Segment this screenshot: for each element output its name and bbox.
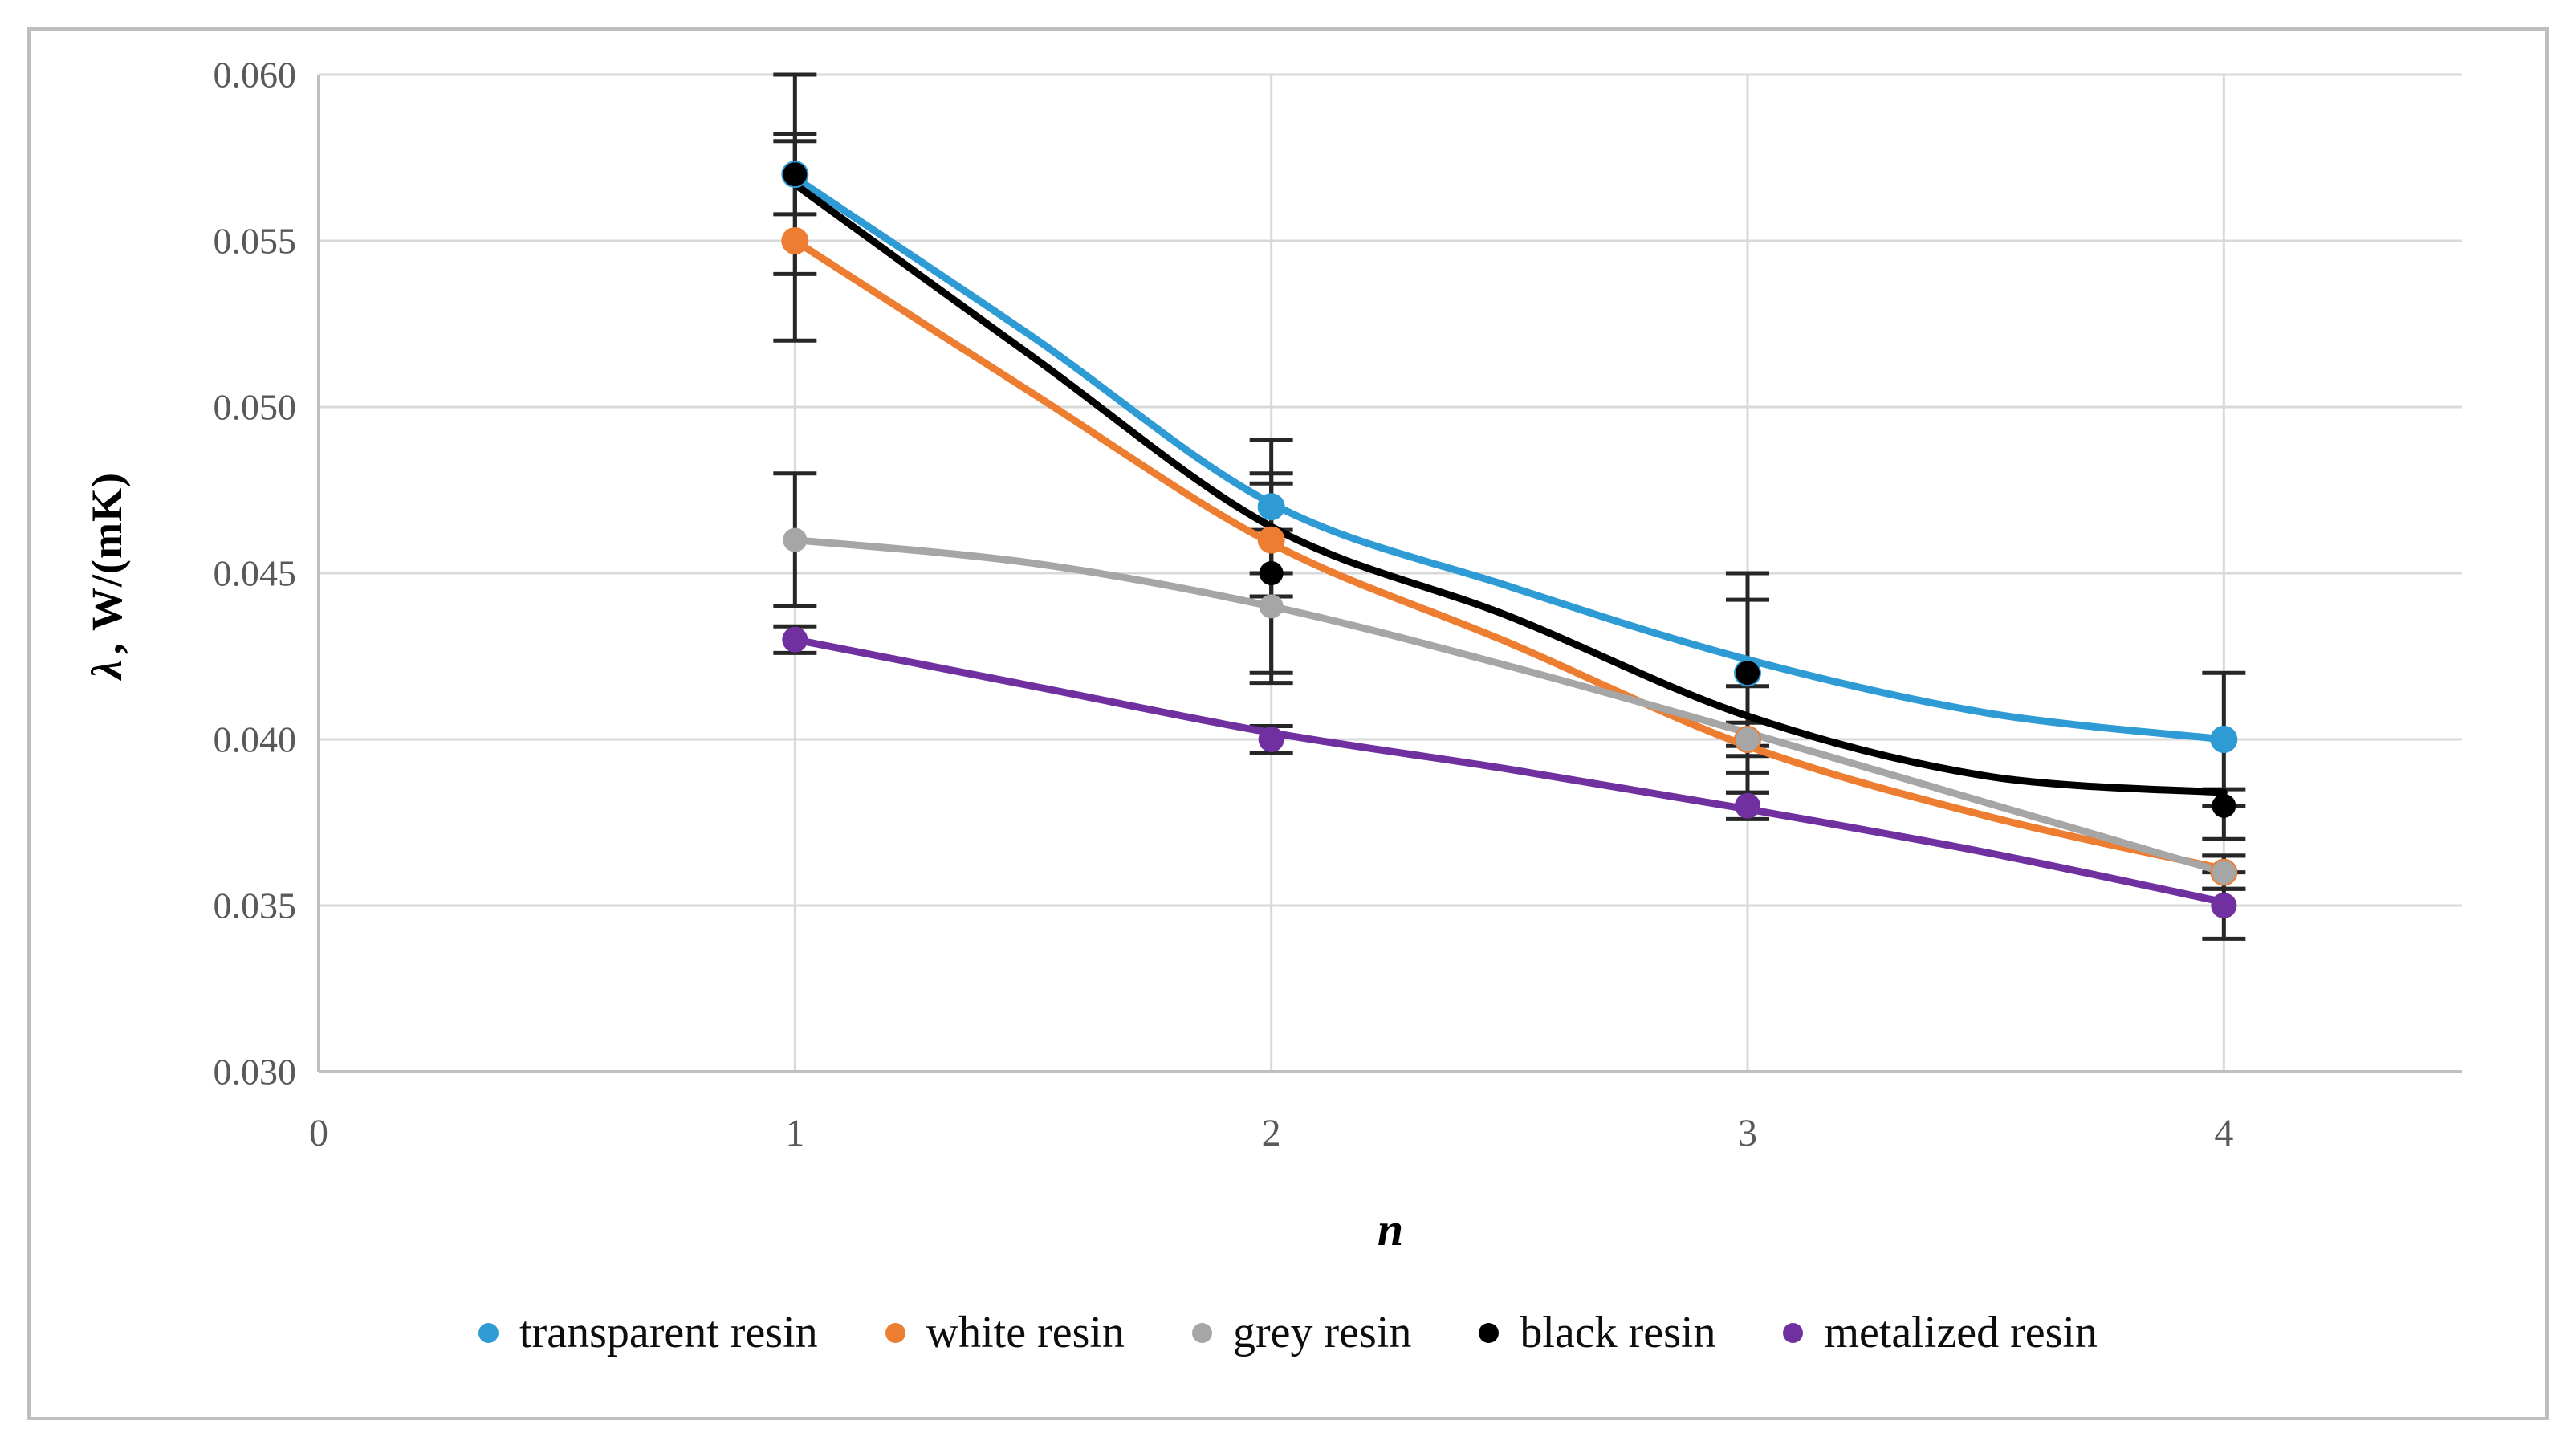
trend-line <box>791 636 2228 906</box>
y-tick-label: 0.050 <box>214 387 297 428</box>
data-point-marker <box>1736 727 1760 751</box>
legend-marker-icon <box>1783 1322 1804 1343</box>
y-axis-title-units: , W/(mK) <box>83 472 131 654</box>
y-tick-label: 0.045 <box>214 553 297 594</box>
data-point-marker <box>1259 594 1284 619</box>
legend-item: transparent resin <box>478 1307 818 1358</box>
trend-line <box>791 536 2228 877</box>
legend-item: black resin <box>1479 1307 1715 1358</box>
y-axis-title: λ , W/(mK) <box>82 94 132 1057</box>
x-tick-label: 1 <box>785 1112 804 1154</box>
legend-item: white resin <box>885 1307 1125 1358</box>
legend-label: white resin <box>926 1308 1125 1357</box>
data-point-marker <box>1257 493 1285 521</box>
legend-marker-icon <box>885 1322 905 1343</box>
legend-label: transparent resin <box>519 1308 818 1357</box>
legend-marker-icon <box>478 1322 499 1343</box>
legend-item: metalized resin <box>1783 1307 2098 1358</box>
legend-label: metalized resin <box>1824 1308 2098 1357</box>
trend-line <box>791 237 2228 873</box>
data-point-marker <box>2211 893 2237 918</box>
y-tick-label: 0.035 <box>214 885 297 926</box>
data-point-marker <box>1735 792 1760 819</box>
legend-label: grey resin <box>1232 1308 1412 1357</box>
legend-marker-icon <box>1191 1322 1212 1343</box>
y-tick-label: 0.055 <box>214 221 297 262</box>
y-tick-label: 0.060 <box>214 55 297 96</box>
x-axis-title: n <box>1377 1203 1404 1256</box>
y-tick-label: 0.030 <box>214 1052 297 1093</box>
trend-line <box>791 173 2228 743</box>
x-tick-label: 3 <box>1738 1112 1757 1154</box>
data-point-marker <box>783 162 808 187</box>
legend-item: grey resin <box>1191 1307 1412 1358</box>
data-point-marker <box>782 626 808 653</box>
data-point-marker <box>1257 526 1285 554</box>
lambda-symbol: λ <box>83 659 131 679</box>
data-point-marker <box>1258 727 1284 752</box>
data-point-marker <box>1259 561 1284 585</box>
legend-marker-icon <box>1479 1322 1500 1343</box>
data-point-marker <box>2210 726 2238 753</box>
data-point-marker <box>2212 793 2236 818</box>
x-tick-label: 2 <box>1262 1112 1281 1154</box>
y-tick-label: 0.040 <box>214 719 297 760</box>
trend-line <box>791 181 2228 796</box>
data-point-marker <box>781 227 809 254</box>
x-tick-label: 0 <box>309 1112 328 1154</box>
legend: transparent resin white resin grey resin bl… <box>0 1307 2576 1358</box>
data-point-marker <box>1736 661 1760 686</box>
data-point-marker <box>783 527 808 552</box>
legend-label: black resin <box>1520 1308 1716 1357</box>
x-tick-label: 4 <box>2214 1112 2233 1154</box>
data-point-marker <box>2212 860 2236 885</box>
